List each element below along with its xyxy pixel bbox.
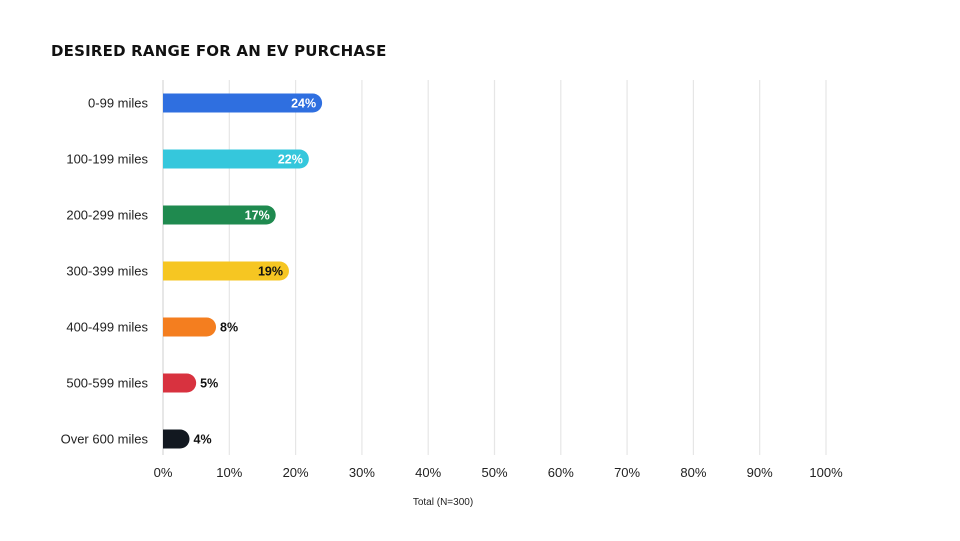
category-label: 400-499 miles <box>66 320 148 335</box>
value-label: 8% <box>220 321 238 335</box>
x-tick-label: 40% <box>415 465 441 480</box>
bar <box>163 261 289 281</box>
x-tick-label: 80% <box>680 465 706 480</box>
bar <box>163 429 190 449</box>
x-tick-label: 0% <box>154 465 173 480</box>
bar <box>163 149 309 169</box>
bar <box>163 373 197 393</box>
value-label: 22% <box>278 153 303 167</box>
x-tick-label: 100% <box>809 465 843 480</box>
x-tick-label: 90% <box>747 465 773 480</box>
bar <box>163 93 323 113</box>
value-label: 24% <box>291 97 316 111</box>
chart-title: DESIRED RANGE FOR AN EV PURCHASE <box>51 42 387 60</box>
x-tick-label: 60% <box>548 465 574 480</box>
category-label: Over 600 miles <box>61 432 149 447</box>
category-label: 300-399 miles <box>66 264 148 279</box>
x-axis-title: Total (N=300) <box>413 497 473 508</box>
value-label: 4% <box>194 433 212 447</box>
x-tick-label: 70% <box>614 465 640 480</box>
value-label: 5% <box>200 377 218 391</box>
bar <box>163 205 276 225</box>
x-tick-label: 30% <box>349 465 375 480</box>
category-label: 0-99 miles <box>88 96 148 111</box>
x-tick-label: 20% <box>283 465 309 480</box>
category-label: 500-599 miles <box>66 376 148 391</box>
value-label: 19% <box>258 265 283 279</box>
category-label: 200-299 miles <box>66 208 148 223</box>
x-tick-label: 50% <box>481 465 507 480</box>
value-label: 17% <box>245 209 270 223</box>
bar <box>163 317 217 337</box>
x-tick-label: 10% <box>216 465 242 480</box>
category-label: 100-199 miles <box>66 152 148 167</box>
